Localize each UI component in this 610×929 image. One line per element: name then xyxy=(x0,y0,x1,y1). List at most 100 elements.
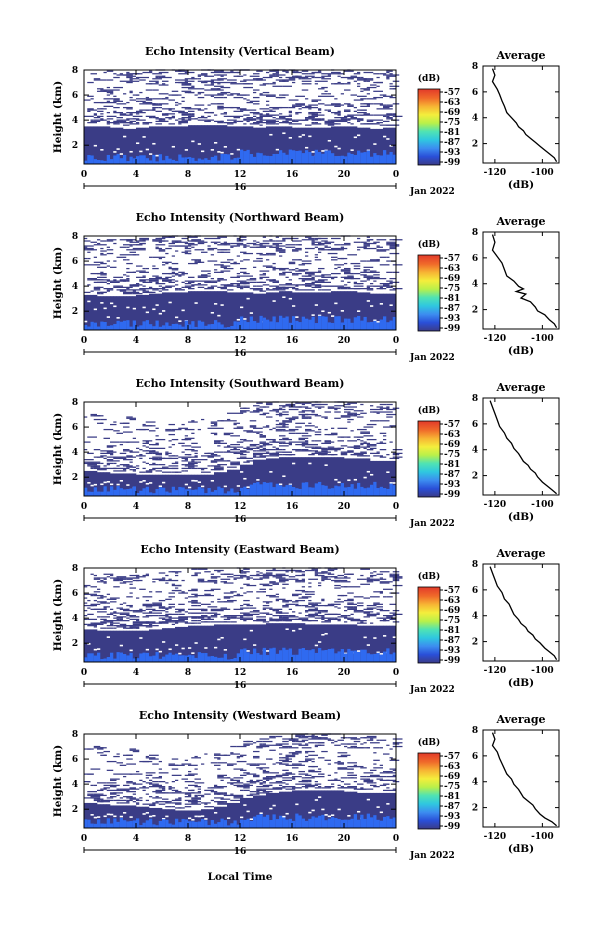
echo-cell xyxy=(295,787,299,789)
echo-cell xyxy=(366,289,374,291)
echo-cell xyxy=(243,744,250,746)
echo-cell xyxy=(240,281,250,283)
echo-cell xyxy=(275,781,279,783)
echo-cell xyxy=(331,259,338,261)
echo-cell xyxy=(90,625,97,627)
echo-cell xyxy=(119,457,127,460)
echo-cell xyxy=(84,264,91,266)
echo-cell xyxy=(214,792,224,794)
profile-y-tick-label: 6 xyxy=(472,420,478,430)
heatmap-image xyxy=(84,401,404,496)
echo-cell xyxy=(100,101,110,104)
echo-cell xyxy=(288,417,299,419)
echo-cell xyxy=(285,413,289,416)
echo-cell xyxy=(188,774,192,776)
echo-cell xyxy=(318,70,322,72)
echo-cell xyxy=(305,247,315,250)
echo-layer-cell xyxy=(139,127,143,164)
echo-strong-cell xyxy=(145,652,150,662)
echo-cell xyxy=(116,256,127,258)
echo-cell xyxy=(301,76,305,79)
echo-cell xyxy=(327,446,331,448)
echo-cell xyxy=(376,408,383,411)
echo-strong-cell xyxy=(383,651,387,662)
echo-cell xyxy=(184,787,188,789)
echo-cell xyxy=(389,241,396,243)
echo-strong-cell xyxy=(357,819,361,828)
echo-cell xyxy=(240,604,244,607)
echo-layer-cell xyxy=(236,126,241,164)
echo-cell xyxy=(279,617,289,619)
echo-strong-cell xyxy=(136,658,140,662)
echo-cell xyxy=(334,105,341,107)
echo-strong-cell xyxy=(295,320,299,330)
echo-layer-cell xyxy=(175,292,179,330)
echo-cell xyxy=(217,103,224,105)
echo-cell xyxy=(389,114,396,116)
echo-cell xyxy=(240,569,244,572)
echo-cell xyxy=(324,90,328,92)
echo-cell xyxy=(357,76,361,79)
echo-strong-cell xyxy=(220,818,225,828)
echo-cell xyxy=(181,122,188,124)
echo-cell xyxy=(262,604,270,607)
echo-strong-cell xyxy=(262,482,267,496)
echo-cell xyxy=(288,111,292,114)
echo-cell xyxy=(311,440,315,442)
echo-strong-cell xyxy=(305,650,309,662)
echo-cell xyxy=(214,85,224,87)
profile-title: Average xyxy=(495,381,545,394)
echo-cell xyxy=(331,71,341,74)
echo-layer-cell xyxy=(97,126,101,164)
echo-cell xyxy=(318,242,325,245)
echo-strong-cell xyxy=(279,815,283,828)
echo-cell xyxy=(145,421,156,423)
echo-layer-cell xyxy=(171,628,176,662)
echo-cell xyxy=(389,246,396,248)
echo-layer-cell xyxy=(344,126,348,164)
echo-cell xyxy=(288,443,292,446)
echo-cell xyxy=(305,251,309,253)
echo-strong-cell xyxy=(210,656,215,662)
echo-cell xyxy=(259,792,270,794)
echo-layer-cell xyxy=(123,128,127,164)
echo-cell xyxy=(262,265,273,267)
echo-cell xyxy=(165,806,172,808)
echo-cell xyxy=(236,426,244,428)
echo-cell xyxy=(165,452,172,455)
echo-cell xyxy=(113,470,117,472)
echo-cell xyxy=(285,754,296,756)
echo-layer-cell xyxy=(236,802,241,828)
echo-cell xyxy=(106,446,114,448)
echo-cell xyxy=(233,608,244,610)
echo-cell xyxy=(152,781,159,783)
echo-cell xyxy=(376,612,380,614)
echo-cell xyxy=(360,98,367,100)
echo-cell xyxy=(145,599,149,602)
echo-cell xyxy=(233,245,240,247)
echo-cell xyxy=(318,279,328,281)
echo-layer-cell xyxy=(266,292,270,330)
echo-cell xyxy=(292,569,302,572)
echo-cell xyxy=(136,110,143,112)
echo-cell xyxy=(321,572,325,574)
echo-cell xyxy=(240,267,247,270)
echo-cell xyxy=(363,79,374,81)
echo-cell xyxy=(295,579,305,582)
echo-cell xyxy=(259,445,263,447)
echo-cell xyxy=(269,83,273,85)
echo-cell xyxy=(191,280,201,282)
echo-cell xyxy=(327,433,338,436)
echo-cell xyxy=(340,777,348,779)
echo-cell xyxy=(262,412,270,414)
echo-cell xyxy=(259,583,266,585)
echo-cell xyxy=(295,432,302,434)
echo-cell xyxy=(106,100,110,102)
echo-cell xyxy=(136,113,140,115)
echo-cell xyxy=(90,249,94,251)
echo-cell xyxy=(158,84,169,86)
echo-cell xyxy=(194,778,201,780)
echo-strong-cell xyxy=(353,650,358,662)
echo-cell xyxy=(253,774,260,776)
echo-cell xyxy=(123,279,130,281)
